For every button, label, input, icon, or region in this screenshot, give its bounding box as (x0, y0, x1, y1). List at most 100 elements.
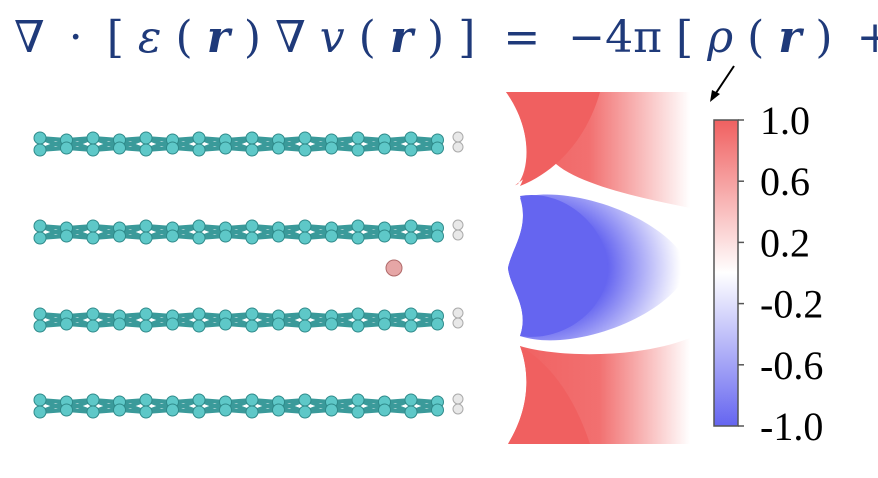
carbon-atom (245, 143, 259, 157)
carbon-atom (33, 131, 47, 145)
carbon-atom (404, 405, 418, 419)
carbon-atom (33, 231, 47, 245)
eq-rho: ρ (706, 12, 733, 63)
carbon-atom (325, 141, 338, 155)
carbon-atom (404, 143, 418, 157)
carbon-atom (245, 131, 259, 145)
hydrogen-atom (452, 229, 464, 241)
carbon-atom (86, 131, 100, 145)
eq-rparen3: ) (815, 12, 832, 63)
carbon-atom (33, 393, 47, 407)
carbon-atom (378, 229, 391, 243)
carbon-atom (86, 405, 100, 419)
colorbar-tick-label: -1.0 (760, 404, 823, 449)
eq-r: r (207, 12, 233, 63)
carbon-atom (139, 319, 153, 333)
carbon-atom (298, 393, 312, 407)
carbon-atom (351, 131, 365, 145)
carbon-atom (33, 319, 47, 333)
eq-r2: r (390, 12, 416, 63)
carbon-atom (166, 141, 179, 155)
carbon-atom (298, 307, 312, 321)
carbon-atom (166, 317, 179, 331)
carbon-atom (351, 319, 365, 333)
eq-lbracket2: [ (676, 12, 693, 63)
carbon-atom (325, 229, 338, 243)
carbon-atom (86, 319, 100, 333)
carbon-atom (325, 317, 338, 331)
carbon-atom (404, 393, 418, 407)
carbon-atom (245, 219, 259, 233)
eq-minus4pi: −4π (568, 12, 662, 63)
carbon-atom (272, 229, 285, 243)
eq-lparen: ( (176, 12, 193, 63)
carbon-atom (351, 143, 365, 157)
colorbar-tick-label: 0.2 (760, 220, 810, 265)
carbon-atom (404, 219, 418, 233)
carbon-layer (33, 219, 464, 245)
carbon-atom (192, 131, 206, 145)
carbon-atom (60, 141, 73, 155)
carbon-atom (113, 141, 126, 155)
colorbar-tick-label: 0.6 (760, 159, 810, 204)
carbon-atom (166, 403, 179, 417)
carbon-atom (139, 405, 153, 419)
carbon-atom (86, 307, 100, 321)
hydrogen-atom (452, 219, 464, 231)
eq-equals: = (503, 12, 540, 63)
eq-plus: + (857, 12, 878, 63)
carbon-atom (351, 405, 365, 419)
eq-lparen3: ( (747, 12, 764, 63)
carbon-atom (86, 143, 100, 157)
mobile-ion (385, 259, 403, 277)
carbon-atom (86, 219, 100, 233)
eq-nabla2: ∇ (275, 12, 306, 63)
hydrogen-atom (452, 393, 464, 405)
carbon-atom (113, 403, 126, 417)
carbon-atom (404, 131, 418, 145)
colorbar-tick-label: -0.6 (760, 343, 823, 388)
hydrogen-atom (452, 307, 464, 319)
carbon-atom (60, 229, 73, 243)
eq-rparen: ) (244, 12, 261, 63)
carbon-atom (60, 317, 73, 331)
carbon-atom (192, 307, 206, 321)
carbon-atom (219, 403, 232, 417)
carbon-atom (33, 405, 47, 419)
eq-lparen2: ( (359, 12, 376, 63)
eq-r3: r (778, 12, 804, 63)
carbon-atom (351, 393, 365, 407)
carbon-atom (298, 143, 312, 157)
carbon-atom (139, 307, 153, 321)
carbon-atom (113, 229, 126, 243)
carbon-atom (245, 393, 259, 407)
eq-nabla: ∇ (14, 12, 45, 63)
carbon-atom (219, 141, 232, 155)
carbon-atom (351, 231, 365, 245)
poisson-equation: ∇ · [ ε ( r ) ∇ v ( r ) ] = −4π [ ρ ( r … (14, 12, 878, 63)
carbon-atom (245, 231, 259, 245)
colorbar-gradient (713, 119, 739, 427)
hydrogen-atom (452, 141, 464, 153)
carbon-atom (404, 319, 418, 333)
carbon-atom (86, 393, 100, 407)
carbon-atom (192, 231, 206, 245)
carbon-atom (139, 131, 153, 145)
eq-rparen2: ) (427, 12, 444, 63)
carbon-atom (33, 307, 47, 321)
carbon-atom (33, 143, 47, 157)
carbon-atom (351, 307, 365, 321)
carbon-atom (298, 219, 312, 233)
carbon-atom (404, 231, 418, 245)
carbon-atom (272, 317, 285, 331)
colorbar: 1.0 0.6 0.2 -0.2 -0.6 -1.0 (713, 98, 823, 449)
carbon-atom (192, 319, 206, 333)
carbon-atom (404, 307, 418, 321)
carbon-atom (139, 393, 153, 407)
carbon-atom (298, 131, 312, 145)
carbon-atom (272, 403, 285, 417)
carbon-atom (431, 317, 444, 331)
eq-dot: · (69, 12, 83, 63)
carbon-atom (272, 141, 285, 155)
carbon-layer (33, 131, 464, 157)
